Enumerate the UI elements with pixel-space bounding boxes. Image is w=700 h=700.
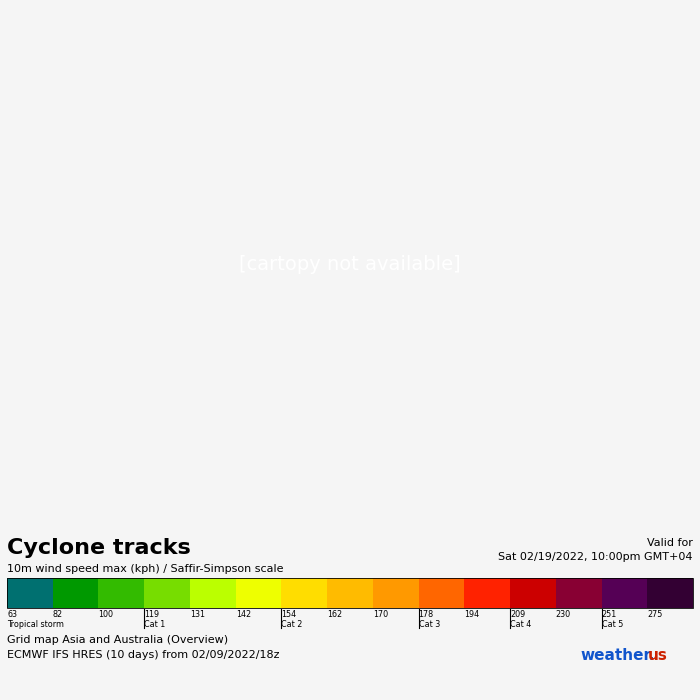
Text: 178: 178 xyxy=(419,610,434,619)
Text: Valid for: Valid for xyxy=(647,538,693,548)
Text: 209: 209 xyxy=(510,610,525,619)
Text: 82: 82 xyxy=(52,610,63,619)
Text: us: us xyxy=(648,648,668,663)
Bar xyxy=(601,578,648,608)
Bar xyxy=(236,578,281,608)
Bar xyxy=(144,578,190,608)
Text: 142: 142 xyxy=(236,610,251,619)
Text: 251: 251 xyxy=(601,610,617,619)
Bar xyxy=(52,578,99,608)
Text: Grid map Asia and Australia (Overview): Grid map Asia and Australia (Overview) xyxy=(7,635,228,645)
Text: Cat 5: Cat 5 xyxy=(601,620,623,629)
Text: 119: 119 xyxy=(144,610,160,619)
Bar xyxy=(99,578,144,608)
Bar xyxy=(648,578,693,608)
Text: Cat 3: Cat 3 xyxy=(419,620,440,629)
Bar xyxy=(327,578,373,608)
Bar xyxy=(190,578,236,608)
Text: weather.: weather. xyxy=(580,648,654,663)
Bar xyxy=(419,578,464,608)
Text: 194: 194 xyxy=(464,610,480,619)
Text: 275: 275 xyxy=(648,610,663,619)
Bar xyxy=(373,578,419,608)
Bar xyxy=(510,578,556,608)
Bar xyxy=(7,578,52,608)
Text: 230: 230 xyxy=(556,610,571,619)
Text: 131: 131 xyxy=(190,610,205,619)
Text: 170: 170 xyxy=(373,610,388,619)
Text: Cat 1: Cat 1 xyxy=(144,620,165,629)
Text: ECMWF IFS HRES (10 days) from 02/09/2022/18z: ECMWF IFS HRES (10 days) from 02/09/2022… xyxy=(7,650,279,660)
Text: Cyclone tracks: Cyclone tracks xyxy=(7,538,190,558)
Text: 100: 100 xyxy=(99,610,113,619)
Text: 10m wind speed max (kph) / Saffir-Simpson scale: 10m wind speed max (kph) / Saffir-Simpso… xyxy=(7,564,284,574)
Bar xyxy=(464,578,510,608)
Text: Tropical storm: Tropical storm xyxy=(7,620,64,629)
Text: [cartopy not available]: [cartopy not available] xyxy=(239,256,461,274)
Text: 162: 162 xyxy=(327,610,342,619)
Bar xyxy=(281,578,327,608)
Text: Cat 2: Cat 2 xyxy=(281,620,303,629)
Text: Sat 02/19/2022, 10:00pm GMT+04: Sat 02/19/2022, 10:00pm GMT+04 xyxy=(498,552,693,562)
Bar xyxy=(556,578,601,608)
Bar xyxy=(7,578,693,608)
Text: Cat 4: Cat 4 xyxy=(510,620,531,629)
Text: 63: 63 xyxy=(7,610,17,619)
Text: 154: 154 xyxy=(281,610,297,619)
